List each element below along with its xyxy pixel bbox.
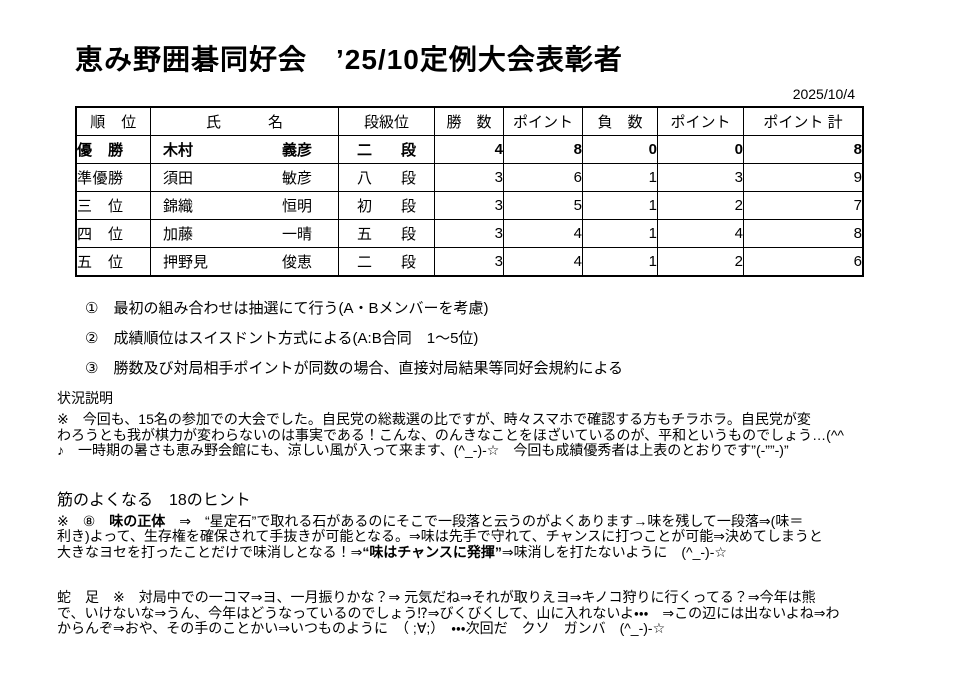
page-title: 恵み野囲碁同好会 ’25/10定例大会表彰者 xyxy=(75,44,623,75)
grade-cell: 八段 xyxy=(338,163,435,192)
loss-points-cell: 3 xyxy=(657,163,744,192)
table-row: 優 勝 木村 義彦 二段 4 8 0 0 8 xyxy=(75,135,864,164)
wins-cell: 3 xyxy=(434,191,504,220)
loss-points-cell: 2 xyxy=(657,247,744,277)
rule-item-2: ② 成績順位はスイスドント方式による(A:B合同 1～5位) xyxy=(85,330,479,347)
header-total-points: ポイント 計 xyxy=(743,106,864,136)
hint-emphasis: “味はチャンスに発揮” xyxy=(362,543,502,560)
rank-cell: 五 位 xyxy=(75,247,151,277)
grade-number: 初 xyxy=(357,198,373,215)
grade-number: 五 xyxy=(357,226,373,243)
given-name: 敏彦 xyxy=(281,170,312,187)
status-section-heading: 状況説明 xyxy=(57,390,113,406)
wins-cell: 4 xyxy=(434,135,504,164)
header-name-right: 名 xyxy=(267,114,283,131)
aside-paragraph: 蛇 足 ※ 対局中での一コマ⇒ヨ、一月振りかな？⇒ 元気だね⇒それが取りえヨ⇒キ… xyxy=(57,589,922,637)
total-points-cell: 9 xyxy=(743,163,864,192)
name-cell: 加藤 一晴 xyxy=(150,219,339,248)
win-points-cell: 6 xyxy=(503,163,583,192)
header-name-left: 氏 xyxy=(206,114,222,131)
losses-cell: 0 xyxy=(582,135,658,164)
header-grade: 段級位 xyxy=(338,106,435,136)
table-row: 三 位 錦織 恒明 初段 3 5 1 2 7 xyxy=(75,191,864,220)
surname: 加藤 xyxy=(163,226,194,243)
given-name: 義彦 xyxy=(281,142,312,159)
rule-item-1: ① 最初の組み合わせは抽選にて行う(A・Bメンバーを考慮) xyxy=(85,300,489,317)
grade-suffix: 段 xyxy=(400,226,416,243)
grade-number: 二 xyxy=(357,142,373,159)
document-date: 2025/10/4 xyxy=(792,86,855,102)
wins-cell: 3 xyxy=(434,163,504,192)
grade-suffix: 段 xyxy=(400,170,416,187)
header-wins: 勝 数 xyxy=(434,106,504,136)
loss-points-cell: 4 xyxy=(657,219,744,248)
header-loss-points: ポイント xyxy=(657,106,744,136)
win-points-cell: 5 xyxy=(503,191,583,220)
wins-cell: 3 xyxy=(434,247,504,277)
rank-cell: 三 位 xyxy=(75,191,151,220)
header-losses: 負 数 xyxy=(582,106,658,136)
hint-body-1: ⇒ “星定石”で取れる石があるのにそこで一段落と云うのがよくあります→味を残して… xyxy=(57,512,823,560)
name-cell: 須田 敏彦 xyxy=(150,163,339,192)
win-points-cell: 4 xyxy=(503,219,583,248)
hint-paragraph: ※ ⑧ 味の正体 ⇒ “星定石”で取れる石があるのにそこで一段落と云うのがよくあ… xyxy=(57,512,922,561)
surname: 須田 xyxy=(163,170,194,187)
header-win-points: ポイント xyxy=(503,106,583,136)
table-header-row: 順 位 氏 名 段級位 勝 数 ポイント 負 数 ポイント ポイント 計 xyxy=(75,106,864,136)
losses-cell: 1 xyxy=(582,191,658,220)
table-row: 四 位 加藤 一晴 五段 3 4 1 4 8 xyxy=(75,219,864,248)
grade-suffix: 段 xyxy=(400,142,416,159)
total-points-cell: 6 xyxy=(743,247,864,277)
wins-cell: 3 xyxy=(434,219,504,248)
surname: 押野見 xyxy=(163,254,209,271)
name-cell: 錦織 恒明 xyxy=(150,191,339,220)
name-cell: 押野見 俊恵 xyxy=(150,247,339,277)
loss-points-cell: 2 xyxy=(657,191,744,220)
surname: 錦織 xyxy=(163,198,194,215)
grade-cell: 五段 xyxy=(338,219,435,248)
aside-body: ※ 対局中での一コマ⇒ヨ、一月振りかな？⇒ 元気だね⇒それが取りえヨ⇒キノコ狩り… xyxy=(57,589,840,636)
aside-label: 蛇 足 xyxy=(57,589,99,605)
grade-suffix: 段 xyxy=(400,254,416,271)
given-name: 恒明 xyxy=(281,198,312,215)
hint-prefix: ※ ⑧ xyxy=(57,512,110,529)
rank-cell: 四 位 xyxy=(75,219,151,248)
surname: 木村 xyxy=(163,142,194,159)
grade-number: 二 xyxy=(357,254,373,271)
hint-body-2: ⇒味消しを打たないように (^_-)-☆ xyxy=(501,543,727,560)
losses-cell: 1 xyxy=(582,219,658,248)
grade-cell: 二段 xyxy=(338,135,435,164)
status-paragraph: ※ 今回も、15名の参加での大会でした。自民党の総裁選の比ですが、時々スマホで確… xyxy=(57,411,844,458)
total-points-cell: 8 xyxy=(743,135,864,164)
win-points-cell: 4 xyxy=(503,247,583,277)
rank-cell: 優 勝 xyxy=(75,135,151,164)
header-rank: 順 位 xyxy=(75,106,151,136)
aside-section: 蛇 足 ※ 対局中での一コマ⇒ヨ、一月振りかな？⇒ 元気だね⇒それが取りえヨ⇒キ… xyxy=(57,589,937,637)
rules-list: ① 最初の組み合わせは抽選にて行う(A・Bメンバーを考慮) ② 成績順位はスイス… xyxy=(85,297,937,378)
grade-number: 八 xyxy=(357,170,373,187)
loss-points-cell: 0 xyxy=(657,135,744,164)
table-row: 準優勝 須田 敏彦 八段 3 6 1 3 9 xyxy=(75,163,864,192)
given-name: 一晴 xyxy=(281,226,312,243)
rank-cell: 準優勝 xyxy=(75,163,151,192)
losses-cell: 1 xyxy=(582,163,658,192)
table-row: 五 位 押野見 俊恵 二段 3 4 1 2 6 xyxy=(75,247,864,277)
document-page: 恵み野囲碁同好会 ’25/10定例大会表彰者 2025/10/4 順 位 氏 名… xyxy=(57,44,937,637)
hints-section-heading: 筋のよくなる 18のヒント xyxy=(57,491,251,509)
grade-suffix: 段 xyxy=(400,198,416,215)
results-table: 順 位 氏 名 段級位 勝 数 ポイント 負 数 ポイント ポイント 計 優 勝… xyxy=(75,106,864,277)
grade-cell: 初段 xyxy=(338,191,435,220)
rule-item-3: ③ 勝数及び対局相手ポイントが同数の場合、直接対局結果等同好会規約による xyxy=(85,360,624,377)
given-name: 俊恵 xyxy=(281,254,312,271)
hint-term: 味の正体 xyxy=(109,512,166,529)
total-points-cell: 7 xyxy=(743,191,864,220)
losses-cell: 1 xyxy=(582,247,658,277)
grade-cell: 二段 xyxy=(338,247,435,277)
header-name: 氏 名 xyxy=(150,106,339,136)
name-cell: 木村 義彦 xyxy=(150,135,339,164)
total-points-cell: 8 xyxy=(743,219,864,248)
win-points-cell: 8 xyxy=(503,135,583,164)
